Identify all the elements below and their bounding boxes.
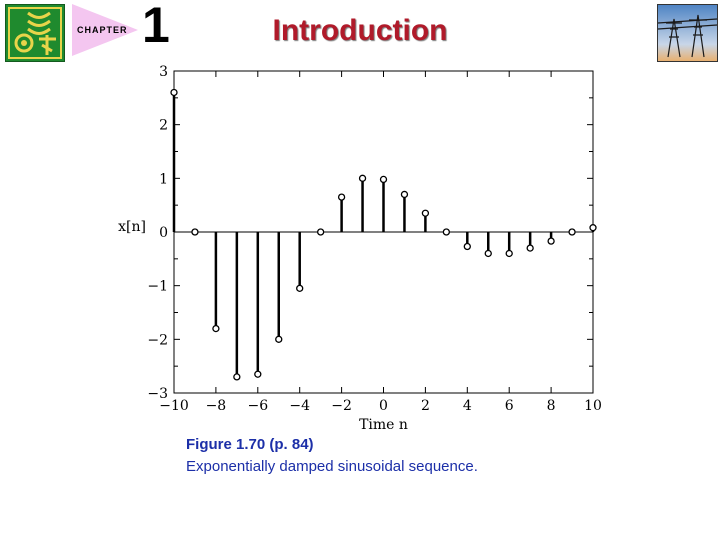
x-tick-label: −2 [331, 398, 352, 414]
stem-marker [442, 228, 451, 236]
stem-marker [568, 228, 576, 236]
stem-marker [233, 373, 241, 381]
x-tick-label: −6 [247, 398, 268, 414]
y-tick-label: 0 [159, 225, 168, 241]
x-tick-label: 6 [505, 398, 514, 414]
x-tick-label: 0 [379, 398, 388, 414]
power-lines-photo [657, 4, 718, 62]
x-tick-label: −8 [206, 398, 227, 414]
y-axis-label: x[n] [118, 219, 146, 235]
y-tick-label: −1 [147, 279, 168, 295]
stem-marker [547, 237, 555, 245]
x-axis-label: Time n [359, 417, 408, 433]
stem-marker [337, 193, 346, 201]
page-title: Introduction [272, 14, 448, 47]
y-tick-label: 2 [159, 118, 168, 134]
x-tick-label: 10 [584, 398, 602, 414]
stem-marker [463, 242, 471, 251]
stem-marker [254, 370, 262, 378]
x-tick-label: −10 [159, 398, 189, 414]
stem-marker [296, 284, 304, 293]
chapter-band [72, 4, 138, 56]
stem-marker [170, 88, 178, 97]
chapter-number: 1 [142, 0, 170, 53]
stem-marker [400, 190, 409, 199]
stem-marker [358, 174, 367, 182]
y-tick-label: 1 [159, 171, 168, 187]
x-tick-label: −4 [289, 398, 310, 414]
stem-marker [505, 249, 513, 258]
figure-label: Figure 1.70 (p. 84) [186, 436, 314, 453]
y-tick-label: −2 [147, 332, 168, 348]
stem-marker [526, 244, 534, 252]
x-tick-label: 8 [547, 398, 556, 414]
stem-marker [484, 249, 492, 258]
chapter-label: CHAPTER [77, 25, 128, 35]
university-logo [5, 4, 65, 62]
stem-marker [191, 228, 199, 236]
y-tick-label: 3 [159, 64, 168, 80]
stem-marker [379, 175, 388, 184]
x-tick-label: 4 [463, 398, 472, 414]
stem-marker [275, 335, 283, 343]
figure-description: Exponentially damped sinusoidal sequence… [186, 458, 478, 475]
y-tick-label: −3 [147, 386, 168, 402]
x-tick-label: 2 [421, 398, 430, 414]
stem-marker [589, 224, 597, 232]
stem-marker [212, 324, 220, 333]
stem-marker [421, 209, 430, 217]
stem-marker [316, 228, 325, 236]
